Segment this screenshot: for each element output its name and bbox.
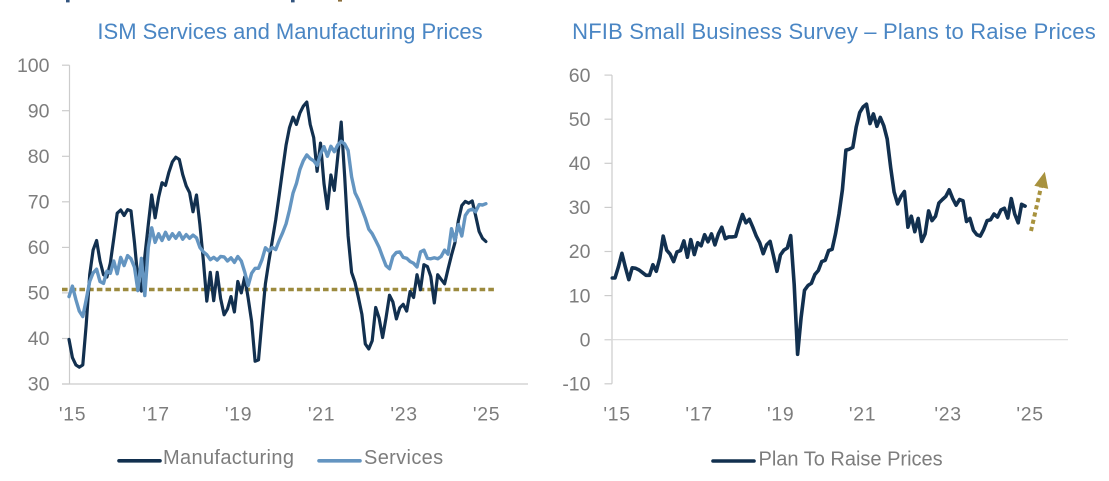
svg-text:100: 100 <box>17 55 50 77</box>
svg-text:'15: '15 <box>603 403 630 425</box>
svg-text:Services: Services <box>364 447 444 469</box>
svg-text:40: 40 <box>28 328 50 350</box>
svg-text:'17: '17 <box>142 403 169 425</box>
svg-text:90: 90 <box>28 100 50 122</box>
svg-text:50: 50 <box>569 109 591 131</box>
svg-text:'21: '21 <box>849 403 876 425</box>
svg-text:'25: '25 <box>473 403 500 425</box>
svg-text:'17: '17 <box>685 403 712 425</box>
svg-text:-10: -10 <box>562 374 590 396</box>
svg-text:'21: '21 <box>308 403 335 425</box>
svg-text:20: 20 <box>569 241 591 263</box>
svg-text:50: 50 <box>28 283 50 305</box>
svg-text:'23: '23 <box>390 403 417 425</box>
svg-text:'23: '23 <box>934 403 961 425</box>
svg-text:Plan To Raise Prices: Plan To Raise Prices <box>759 448 943 470</box>
svg-text:70: 70 <box>28 192 50 214</box>
svg-text:30: 30 <box>569 197 591 219</box>
svg-text:ISM Services and Manufacturing: ISM Services and Manufacturing Prices <box>97 19 482 44</box>
svg-text:'25: '25 <box>1016 403 1043 425</box>
svg-text:NFIB Small Business Survey – P: NFIB Small Business Survey – Plans to Ra… <box>572 19 1096 44</box>
svg-text:Manufacturing: Manufacturing <box>163 447 294 469</box>
svg-text:40: 40 <box>569 153 591 175</box>
svg-text:10: 10 <box>569 285 591 307</box>
svg-text:80: 80 <box>28 146 50 168</box>
svg-text:'19: '19 <box>225 403 252 425</box>
svg-text:30: 30 <box>28 374 50 396</box>
svg-text:'15: '15 <box>59 403 86 425</box>
svg-text:'19: '19 <box>767 403 794 425</box>
svg-text:60: 60 <box>28 237 50 259</box>
svg-text:0: 0 <box>580 329 591 351</box>
svg-text:60: 60 <box>569 65 591 87</box>
